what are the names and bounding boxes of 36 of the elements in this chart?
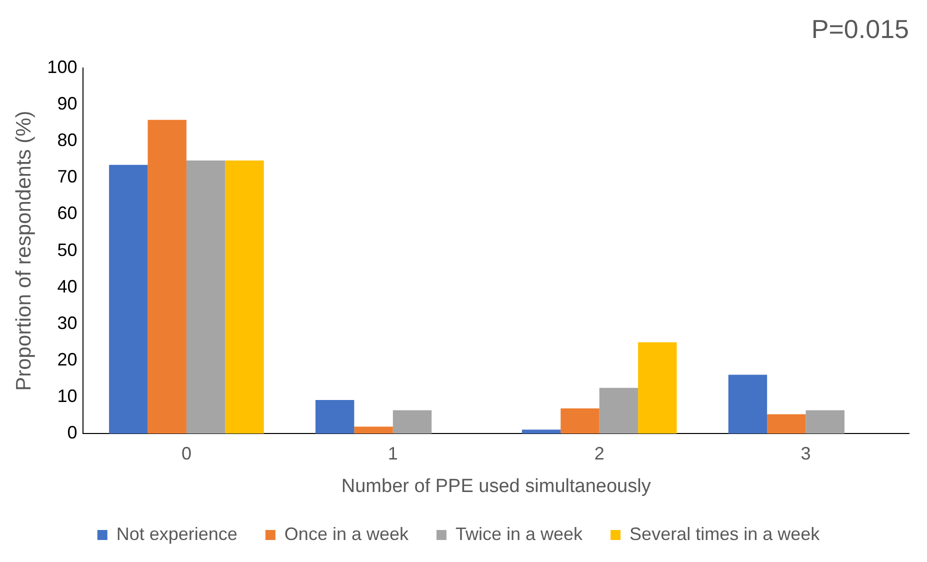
y-tick-label: 70 (57, 166, 78, 187)
y-tick-label: 20 (57, 349, 78, 370)
bar (186, 160, 226, 434)
bar (315, 400, 354, 434)
bar (638, 342, 677, 434)
legend-label: Twice in a week (456, 524, 584, 544)
y-tick-label: 80 (57, 130, 78, 150)
y-tick-label: 40 (57, 276, 78, 296)
y-tick-label: 60 (57, 203, 78, 224)
legend-label: Once in a week (284, 524, 410, 544)
x-axis-title: Number of PPE used simultaneously (341, 476, 652, 497)
legend-label: Not experience (116, 524, 238, 544)
bar (599, 388, 638, 434)
x-tick-label: 2 (594, 443, 604, 464)
bar (225, 160, 264, 434)
y-tick-label: 10 (57, 386, 78, 406)
bar (767, 414, 806, 434)
bar (560, 408, 600, 434)
y-tick-label: 50 (57, 240, 78, 260)
y-tick-label: 30 (57, 312, 78, 333)
y-tick-label: 90 (57, 94, 78, 114)
legend-label: Several times in a week (630, 524, 821, 544)
x-tick-label: 3 (800, 443, 811, 464)
y-tick-label: 100 (47, 56, 78, 77)
bar (148, 120, 186, 434)
x-tick-label: 1 (388, 443, 398, 464)
text: P=0.015 (811, 14, 909, 44)
bar (109, 164, 148, 434)
bar (806, 410, 844, 434)
x-tick-label: 0 (181, 443, 192, 464)
bar (392, 410, 432, 434)
y-tick-label: 0 (67, 422, 78, 443)
bar (522, 430, 561, 434)
bar (728, 374, 768, 434)
bar (354, 426, 393, 434)
y-axis-title: Proportion of respondents (%) (12, 110, 36, 391)
